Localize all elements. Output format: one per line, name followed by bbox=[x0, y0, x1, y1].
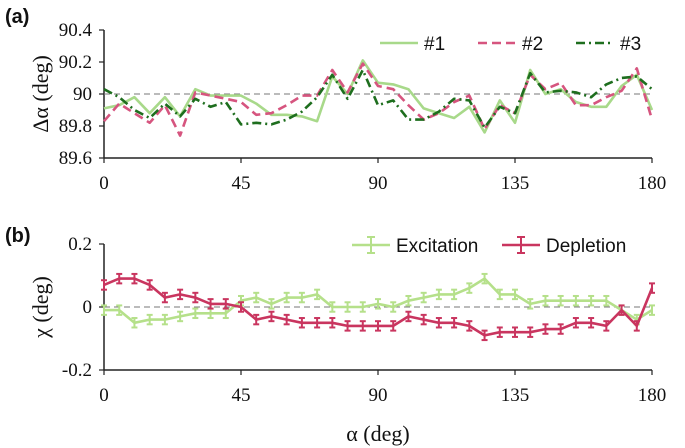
legend-label: #2 bbox=[522, 34, 543, 55]
panel-a-xtick-label: 90 bbox=[369, 173, 388, 194]
panel-a: (a) Δα (deg) 89.6 89.8 90 90.2 90.4 0 45 90 135 1… bbox=[5, 6, 666, 194]
legend-label: #1 bbox=[424, 34, 445, 55]
panel-b-label: (b) bbox=[5, 225, 31, 247]
legend-label: Excitation bbox=[396, 236, 478, 257]
panel-b-legend: Excitation Depletion bbox=[352, 236, 626, 257]
panel-a-tick-labels: 89.6 89.8 90 90.2 90.4 0 45 90 135 180 bbox=[59, 20, 667, 194]
series-line-3 bbox=[103, 68, 653, 129]
panel-a-legend: #1 #2 #3 bbox=[380, 34, 641, 55]
panel-a-series bbox=[103, 59, 654, 137]
panel-a-ytick-label: 89.8 bbox=[59, 116, 92, 137]
panel-b-ytick-label: 0.2 bbox=[68, 234, 92, 255]
panel-b-xtick-label: 90 bbox=[369, 385, 388, 406]
panel-b-xtick-label: 180 bbox=[638, 385, 667, 406]
panel-b-tick-labels: -0.2 0 0.2 0 45 90 135 180 bbox=[62, 234, 666, 406]
panel-a-ytick-label: 89.6 bbox=[59, 148, 92, 169]
panel-b-ytick-label: -0.2 bbox=[62, 360, 92, 381]
panel-b-xlabel: α (deg) bbox=[346, 421, 409, 446]
panel-b-ylabel: χ (deg) bbox=[28, 276, 53, 339]
legend-label: Depletion bbox=[546, 236, 626, 257]
panel-b-series bbox=[101, 272, 655, 342]
panel-a-ytick-label: 90.4 bbox=[59, 20, 93, 41]
panel-b-xtick-label: 0 bbox=[99, 385, 109, 406]
panel-a-label: (a) bbox=[5, 6, 29, 28]
panel-b: (b) χ (deg) -0.2 0 0.2 0 45 90 135 180 Excitati… bbox=[5, 225, 666, 446]
panel-a-xtick-label: 135 bbox=[501, 173, 530, 194]
series-line-2 bbox=[103, 62, 654, 137]
panel-a-ytick-label: 90.2 bbox=[59, 52, 92, 73]
panel-a-ylabel: Δα (deg) bbox=[28, 55, 53, 133]
legend-label: #3 bbox=[620, 34, 641, 55]
panel-a-xtick-label: 45 bbox=[232, 173, 251, 194]
panel-a-xtick-label: 0 bbox=[99, 173, 109, 194]
series-line-1 bbox=[103, 59, 654, 134]
panel-a-xtick-label: 180 bbox=[638, 173, 667, 194]
panel-a-ytick-label: 90 bbox=[73, 84, 92, 105]
panel-b-xtick-label: 135 bbox=[501, 385, 530, 406]
panel-b-xtick-label: 45 bbox=[232, 385, 251, 406]
panel-b-ytick-label: 0 bbox=[83, 297, 93, 318]
